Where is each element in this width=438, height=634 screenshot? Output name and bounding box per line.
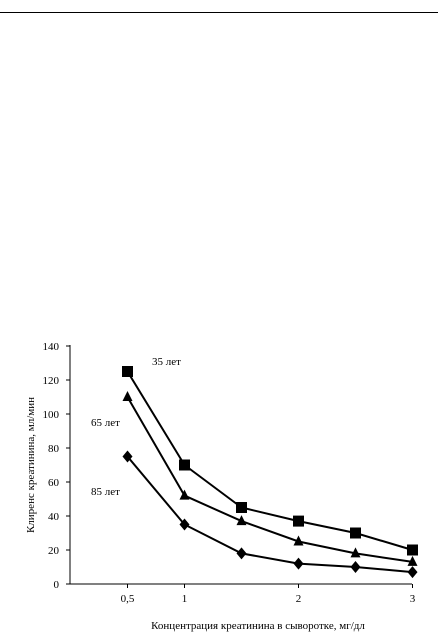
data-point-diamond — [236, 547, 247, 560]
series-label: 35 лет — [152, 356, 181, 368]
y-tick-label: 100 — [43, 409, 60, 421]
y-tick-label: 140 — [43, 341, 60, 353]
series-line-diamond — [126, 455, 413, 574]
series-line-triangle — [126, 396, 413, 563]
data-point-triangle — [179, 489, 190, 500]
series-label: 65 лет — [91, 417, 120, 429]
y-axis-title: Клиренс креатинина, мл/мин — [25, 397, 37, 533]
data-point-triangle — [350, 547, 361, 558]
data-point-diamond — [350, 561, 361, 573]
series-line-square — [126, 370, 413, 551]
data-point-triangle — [293, 535, 304, 546]
data-point-square — [407, 544, 418, 556]
data-point-square — [293, 515, 304, 527]
data-point-diamond — [179, 518, 190, 531]
y-tick-label: 60 — [48, 477, 60, 489]
x-tick-label: 3 — [410, 593, 416, 605]
data-point-square — [236, 502, 247, 513]
x-tick-label: 1 — [182, 593, 188, 605]
data-point-square — [122, 366, 133, 377]
y-tick-label: 0 — [54, 579, 60, 591]
y-tick-label: 120 — [43, 375, 60, 387]
data-point-diamond — [293, 557, 304, 570]
x-tick-label: 2 — [296, 593, 302, 605]
series-label: 85 лет — [91, 486, 120, 498]
x-tick-label: 0,5 — [121, 593, 135, 605]
x-axis-title: Концентрация креатинина в сыворотке, мг/… — [151, 620, 365, 632]
data-point-diamond — [407, 566, 418, 579]
data-point-square — [179, 459, 190, 471]
data-point-square — [350, 527, 361, 539]
y-tick-label: 20 — [48, 545, 60, 557]
data-point-diamond — [122, 450, 133, 463]
data-point-triangle — [236, 515, 247, 526]
top-rule — [0, 12, 438, 13]
data-point-triangle — [122, 391, 133, 401]
y-tick-label: 80 — [48, 443, 60, 455]
y-tick-label: 40 — [48, 511, 60, 523]
data-point-triangle — [407, 555, 418, 566]
